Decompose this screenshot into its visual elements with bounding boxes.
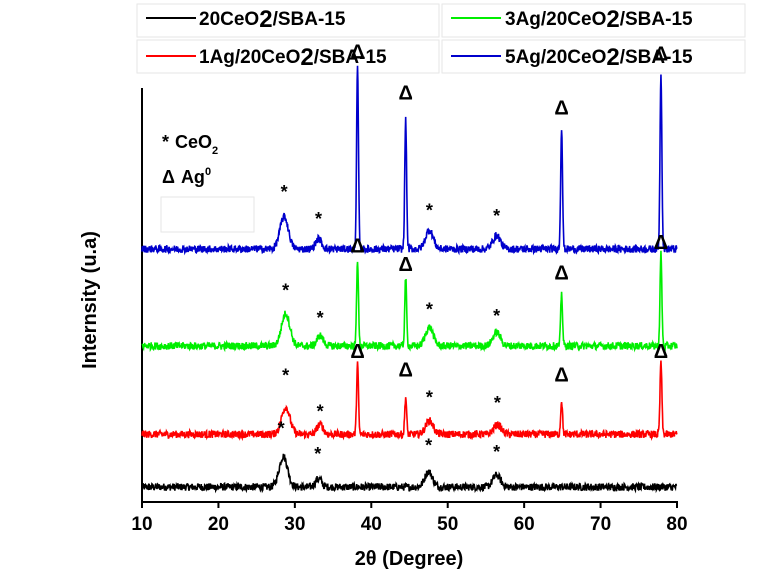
ag-peak-marker: Δ bbox=[554, 263, 568, 285]
x-tick-label: 10 bbox=[131, 514, 152, 535]
ceo2-peak-marker: * bbox=[282, 366, 289, 386]
legend-label-3: 5Ag/20CeO2/SBA-15 bbox=[505, 44, 693, 71]
axes bbox=[141, 88, 678, 503]
ag-peak-marker: Δ bbox=[554, 98, 568, 120]
ag-peak-marker: Δ bbox=[350, 235, 364, 257]
ag-peak-marker: Δ bbox=[350, 42, 364, 64]
x-tick-label: 60 bbox=[514, 514, 535, 535]
annotation-ceo2: * CeO2 bbox=[162, 132, 218, 157]
ceo2-peak-marker: * bbox=[494, 393, 501, 413]
ceo2-peak-marker: * bbox=[493, 442, 500, 462]
ceo2-peak-marker: * bbox=[317, 401, 324, 421]
legend-item-3: 5Ag/20CeO2/SBA-15 bbox=[441, 39, 746, 74]
ceo2-peak-marker: * bbox=[493, 206, 500, 226]
peak-markers: * * * * * * Δ Δ * * Δ Δ * * Δ Δ * * Δ Δ * * Δ Δ * * Δ Δ bbox=[278, 42, 669, 464]
ag-peak-marker: Δ bbox=[350, 341, 364, 363]
ag-peak-marker: Δ bbox=[398, 82, 412, 104]
ag-peak-marker: Δ bbox=[654, 341, 668, 363]
ceo2-peak-marker: * bbox=[426, 388, 433, 408]
legend-label-2: 3Ag/20CeO2/SBA-15 bbox=[505, 6, 693, 33]
series-line-1 bbox=[141, 360, 678, 442]
legend-item-2: 3Ag/20CeO2/SBA-15 bbox=[441, 3, 746, 38]
series-curves bbox=[141, 65, 678, 494]
ceo2-peak-marker: * bbox=[426, 299, 433, 319]
ag-peak-marker: Δ bbox=[654, 43, 668, 65]
ceo2-peak-marker: * bbox=[282, 281, 289, 301]
ceo2-peak-marker: * bbox=[425, 435, 432, 455]
annotation-empty-box bbox=[160, 196, 255, 233]
ag-peak-marker: Δ bbox=[554, 365, 568, 387]
phase-annotations: * CeO2 Δ Ag0 bbox=[160, 132, 255, 233]
legend-label-0: 20CeO2/SBA-15 bbox=[199, 6, 346, 33]
legend: 20CeO2/SBA-15 1Ag/20CeO2/SBA-15 3Ag/20Ce… bbox=[136, 3, 746, 74]
ceo2-peak-marker: * bbox=[278, 418, 285, 438]
x-tick-label: 50 bbox=[437, 514, 458, 535]
ceo2-peak-marker: * bbox=[315, 209, 322, 229]
ceo2-peak-marker: * bbox=[317, 308, 324, 328]
series-line-2 bbox=[141, 250, 678, 353]
x-tick-label: 70 bbox=[590, 514, 611, 535]
ag-peak-marker: Δ bbox=[654, 232, 668, 254]
x-axis-label: 2θ (Degree) bbox=[355, 548, 464, 570]
ag-peak-marker: Δ bbox=[398, 360, 412, 382]
ag-peak-marker: Δ bbox=[398, 254, 412, 276]
x-tick-label: 30 bbox=[284, 514, 305, 535]
x-tick-label: 40 bbox=[361, 514, 382, 535]
legend-item-0: 20CeO2/SBA-15 bbox=[136, 3, 440, 38]
x-ticks: 10 20 30 40 50 60 70 80 bbox=[131, 502, 688, 535]
legend-label-1: 1Ag/20CeO2/SBA-15 bbox=[199, 44, 387, 71]
x-tick-label: 80 bbox=[666, 514, 687, 535]
x-tick-label: 20 bbox=[208, 514, 229, 535]
ceo2-peak-marker: * bbox=[281, 182, 288, 202]
legend-item-1: 1Ag/20CeO2/SBA-15 bbox=[136, 39, 440, 74]
ceo2-peak-marker: * bbox=[493, 306, 500, 326]
y-axis-label: Internsity (u.a) bbox=[79, 231, 101, 369]
ceo2-peak-marker: * bbox=[426, 201, 433, 221]
annotation-ag0: Δ Ag0 bbox=[162, 166, 211, 187]
ceo2-peak-marker: * bbox=[314, 444, 321, 464]
series-line-0 bbox=[141, 453, 678, 494]
series-line-3 bbox=[141, 65, 678, 256]
